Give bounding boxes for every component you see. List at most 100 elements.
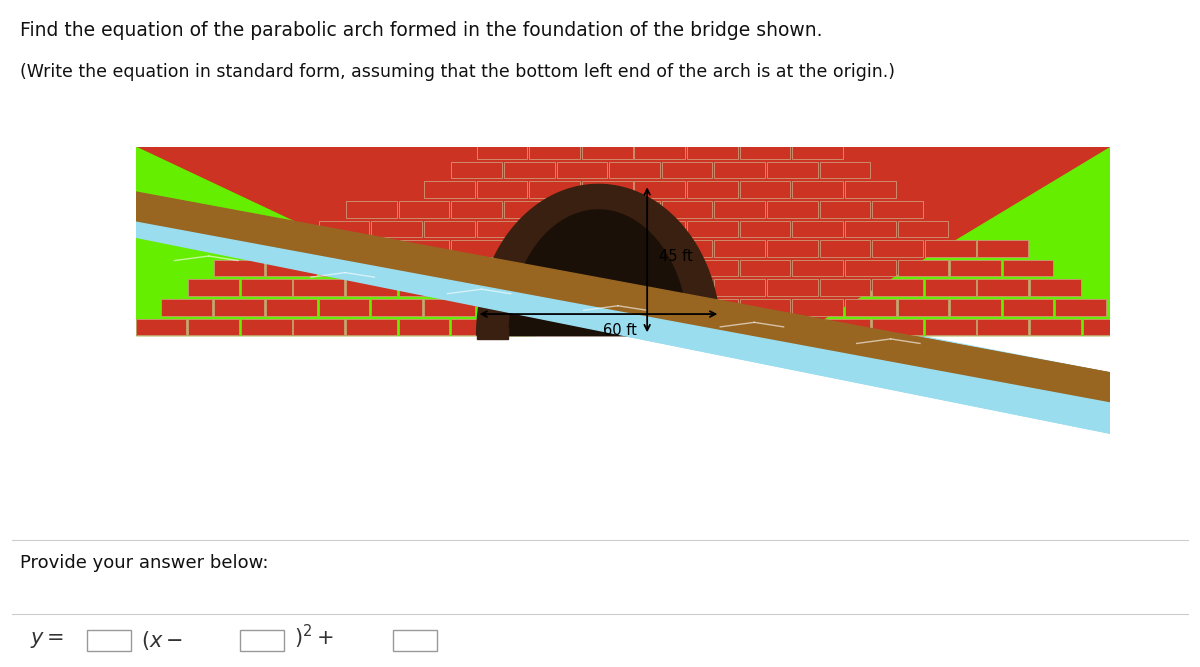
Bar xyxy=(1003,299,1054,315)
Bar xyxy=(767,319,817,336)
Bar xyxy=(424,181,475,198)
Bar xyxy=(582,181,632,198)
Polygon shape xyxy=(798,147,1110,336)
Bar xyxy=(820,201,870,217)
Bar xyxy=(661,319,713,336)
Bar xyxy=(161,299,211,315)
Bar xyxy=(557,319,607,336)
Bar xyxy=(266,299,317,315)
Polygon shape xyxy=(476,327,508,339)
Bar xyxy=(214,259,264,276)
Bar xyxy=(739,259,791,276)
Bar xyxy=(792,299,844,315)
Bar xyxy=(557,201,607,217)
Bar xyxy=(688,299,738,315)
Bar xyxy=(792,181,844,198)
Bar xyxy=(688,181,738,198)
Bar xyxy=(557,279,607,296)
Bar xyxy=(845,299,895,315)
Bar xyxy=(319,221,370,237)
FancyBboxPatch shape xyxy=(88,630,131,651)
Bar xyxy=(372,221,422,237)
Polygon shape xyxy=(476,185,720,336)
Text: 60 ft: 60 ft xyxy=(604,323,637,338)
Polygon shape xyxy=(136,147,1110,336)
Bar xyxy=(610,162,660,178)
Polygon shape xyxy=(136,192,1110,403)
Bar xyxy=(925,240,976,257)
Bar xyxy=(739,181,791,198)
Bar xyxy=(845,181,895,198)
Bar xyxy=(372,299,422,315)
Text: 45 ft: 45 ft xyxy=(659,249,692,264)
Bar xyxy=(476,181,527,198)
Bar xyxy=(346,240,397,257)
Text: $y =$: $y =$ xyxy=(30,630,64,650)
Bar xyxy=(635,259,685,276)
Bar xyxy=(714,279,766,296)
Bar xyxy=(714,162,766,178)
Text: Find the equation of the parabolic arch formed in the foundation of the bridge s: Find the equation of the parabolic arch … xyxy=(20,21,823,40)
Bar xyxy=(188,319,239,336)
Bar xyxy=(451,240,502,257)
Bar xyxy=(1030,319,1081,336)
Bar xyxy=(451,201,502,217)
Bar xyxy=(688,221,738,237)
Bar xyxy=(1003,259,1054,276)
Bar xyxy=(476,142,527,159)
Bar xyxy=(872,240,923,257)
Bar xyxy=(294,240,344,257)
Bar xyxy=(346,201,397,217)
Bar xyxy=(739,221,791,237)
Bar xyxy=(767,240,817,257)
Bar xyxy=(529,299,580,315)
Bar xyxy=(714,319,766,336)
Bar xyxy=(241,279,292,296)
Bar xyxy=(266,259,317,276)
Bar xyxy=(978,240,1028,257)
Bar xyxy=(767,279,817,296)
Bar xyxy=(424,221,475,237)
Bar xyxy=(529,142,580,159)
Bar xyxy=(898,299,948,315)
Bar xyxy=(610,279,660,296)
Bar xyxy=(214,299,264,315)
Bar xyxy=(424,299,475,315)
Bar xyxy=(346,279,397,296)
Bar xyxy=(872,201,923,217)
Bar xyxy=(398,240,449,257)
Bar xyxy=(1030,279,1081,296)
Bar xyxy=(767,162,817,178)
Bar xyxy=(451,319,502,336)
Bar xyxy=(661,240,713,257)
Bar xyxy=(504,240,554,257)
Bar xyxy=(451,279,502,296)
Bar xyxy=(767,201,817,217)
Bar xyxy=(1056,299,1106,315)
Bar xyxy=(792,221,844,237)
Bar xyxy=(792,142,844,159)
Bar xyxy=(661,279,713,296)
Text: (Write the equation in standard form, assuming that the bottom left end of the a: (Write the equation in standard form, as… xyxy=(20,63,895,81)
Bar xyxy=(504,279,554,296)
Bar xyxy=(504,201,554,217)
Bar xyxy=(557,162,607,178)
Bar xyxy=(319,299,370,315)
Bar xyxy=(845,221,895,237)
Bar xyxy=(925,319,976,336)
Bar xyxy=(950,259,1001,276)
Bar xyxy=(582,142,632,159)
Bar xyxy=(792,259,844,276)
Polygon shape xyxy=(136,222,1110,433)
Bar xyxy=(294,319,344,336)
Bar xyxy=(820,319,870,336)
Bar xyxy=(241,319,292,336)
Bar xyxy=(582,259,632,276)
Bar xyxy=(557,240,607,257)
Bar xyxy=(398,201,449,217)
Bar xyxy=(739,142,791,159)
Bar xyxy=(610,319,660,336)
Bar xyxy=(346,319,397,336)
Bar xyxy=(319,259,370,276)
Bar xyxy=(188,279,239,296)
